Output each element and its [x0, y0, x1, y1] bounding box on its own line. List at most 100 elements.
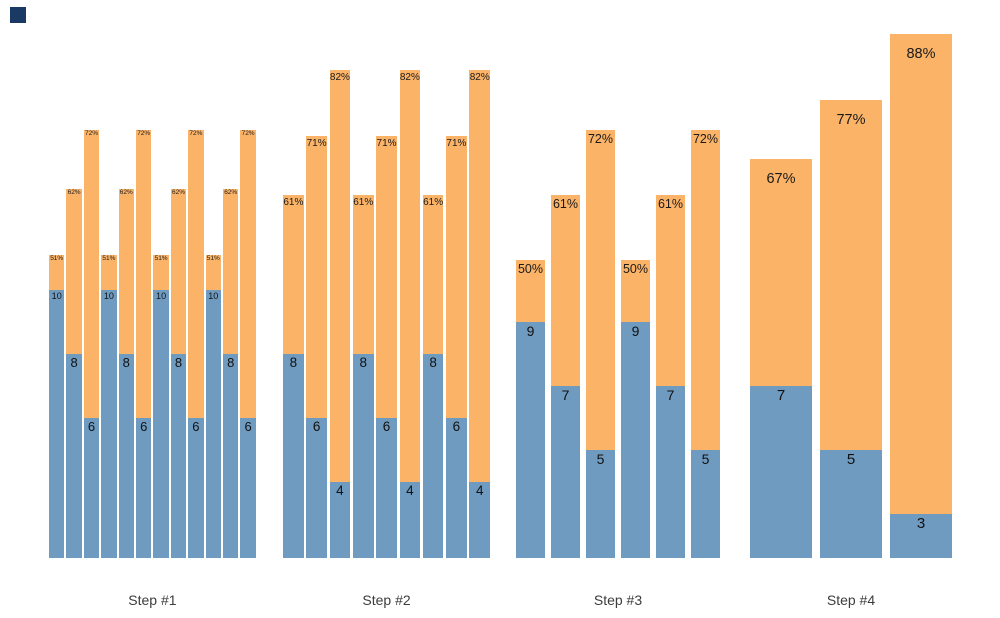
bar-value-label: 6 [452, 419, 461, 434]
bar-value-label: 5 [846, 451, 856, 468]
bar-step1-3[interactable]: 72% 6 [83, 130, 100, 558]
bar-value-label: 3 [916, 515, 926, 532]
count-segment [170, 354, 187, 558]
bar-value-label: 7 [561, 387, 570, 403]
count-segment [551, 386, 580, 558]
bar-value-label: 9 [631, 323, 640, 339]
bar-step1-2[interactable]: 62% 8 [66, 189, 82, 558]
bar-step2-8[interactable]: 71% 6 [446, 136, 467, 558]
count-segment [223, 354, 239, 558]
count-segment [66, 354, 82, 558]
bar-value-label: 7 [776, 387, 786, 404]
bar-step4-2[interactable]: 77% 5 [820, 100, 882, 558]
bar-value-label: 10 [51, 291, 62, 301]
bar-percent-label: 50% [622, 262, 649, 276]
bar-percent-label: 67% [766, 171, 796, 187]
bar-percent-label: 62% [224, 189, 238, 196]
bar-percent-label: 51% [154, 255, 168, 262]
bar-step1-5[interactable]: 62% 8 [118, 189, 134, 558]
bar-step1-4[interactable]: 51% 10 [101, 255, 117, 558]
bar-percent-label: 82% [399, 72, 420, 83]
bar-percent-label: 71% [376, 138, 397, 149]
bar-value-label: 4 [406, 483, 414, 498]
step-label-2: Step #2 [362, 592, 411, 608]
bar-step1-6[interactable]: 72% 6 [136, 130, 152, 558]
bar-percent-label: 62% [67, 189, 81, 196]
count-segment [469, 482, 491, 558]
bar-percent-label: 51% [50, 255, 64, 262]
bar-step2-4[interactable]: 61% 8 [352, 195, 374, 558]
bar-percent-label: 82% [329, 72, 350, 83]
bar-step2-2[interactable]: 71% 6 [306, 136, 327, 558]
bar-step2-9[interactable]: 82% 4 [469, 70, 491, 558]
bar-value-label: 6 [382, 419, 391, 434]
bar-value-label: 6 [140, 419, 148, 434]
bar-value-label: 5 [701, 451, 710, 467]
count-segment [422, 354, 444, 558]
bar-percent-label: 61% [657, 197, 684, 211]
count-segment [621, 322, 650, 558]
bar-step3-3[interactable]: 72% 5 [586, 130, 615, 558]
bar-step1-1[interactable]: 51% 10 [49, 255, 65, 558]
bar-value-label: 10 [156, 291, 167, 301]
count-segment [586, 450, 615, 558]
bar-percent-label: 88% [906, 46, 936, 62]
bar-percent-label: 82% [469, 72, 490, 83]
bar-step1-10[interactable]: 51% 10 [205, 255, 221, 558]
bar-step1-11[interactable]: 62% 8 [223, 189, 239, 558]
bar-value-label: 4 [336, 483, 344, 498]
bar-percent-label: 72% [692, 132, 719, 146]
count-segment [306, 418, 327, 558]
bar-step1-8[interactable]: 62% 8 [170, 189, 187, 558]
bar-value-label: 8 [227, 355, 235, 370]
bar-step4-3[interactable]: 88% 3 [890, 34, 952, 558]
bar-percent-label: 62% [119, 189, 133, 196]
bar-step1-12[interactable]: 72% 6 [240, 130, 256, 558]
bar-step2-7[interactable]: 61% 8 [422, 195, 444, 558]
step-label-3: Step #3 [593, 592, 643, 608]
bar-step2-3[interactable]: 82% 4 [329, 70, 351, 558]
bar-step2-1[interactable]: 61% 8 [283, 195, 304, 558]
bar-percent-label: 72% [189, 130, 203, 137]
bar-step3-2[interactable]: 61% 7 [551, 195, 580, 558]
bar-value-label: 5 [596, 451, 605, 467]
bar-percent-label: 71% [306, 138, 327, 149]
bar-step3-6[interactable]: 72% 5 [691, 130, 720, 558]
bar-step3-1[interactable]: 50% 9 [516, 260, 545, 558]
count-segment [101, 290, 117, 558]
bar-percent-label: 72% [587, 132, 614, 146]
count-segment [49, 290, 65, 558]
bar-step2-5[interactable]: 71% 6 [376, 136, 397, 558]
count-segment [240, 418, 256, 558]
bar-step2-6[interactable]: 82% 4 [399, 70, 421, 558]
bar-value-label: 10 [103, 291, 114, 301]
bar-value-label: 8 [359, 355, 367, 370]
count-segment [890, 514, 952, 558]
bar-step4-1[interactable]: 67% 7 [750, 159, 812, 558]
count-segment [446, 418, 467, 558]
bar-value-label: 10 [208, 291, 219, 301]
step-label-4: Step #4 [826, 592, 876, 608]
bar-value-label: 6 [192, 419, 200, 434]
bar-step1-9[interactable]: 72% 6 [188, 130, 204, 558]
bar-value-label: 6 [312, 419, 321, 434]
bar-value-label: 7 [666, 387, 675, 403]
count-segment [820, 450, 882, 558]
bar-percent-label: 61% [353, 197, 374, 208]
bar-value-label: 8 [122, 355, 130, 370]
bar-step1-7[interactable]: 51% 10 [153, 255, 169, 558]
bar-percent-label: 72% [84, 130, 98, 137]
bar-percent-label: 61% [283, 197, 304, 208]
bar-value-label: 6 [244, 419, 252, 434]
step-label-1: Step #1 [128, 592, 177, 608]
count-segment [516, 322, 545, 558]
corner-swatch [10, 7, 26, 23]
bar-percent-label: 62% [171, 189, 185, 196]
count-segment [656, 386, 685, 558]
count-segment [283, 354, 304, 558]
bar-percent-label: 72% [241, 130, 255, 137]
bar-step3-4[interactable]: 50% 9 [621, 260, 650, 558]
bar-step3-5[interactable]: 61% 7 [656, 195, 685, 558]
bar-percent-label: 71% [446, 138, 467, 149]
count-segment [136, 418, 152, 558]
